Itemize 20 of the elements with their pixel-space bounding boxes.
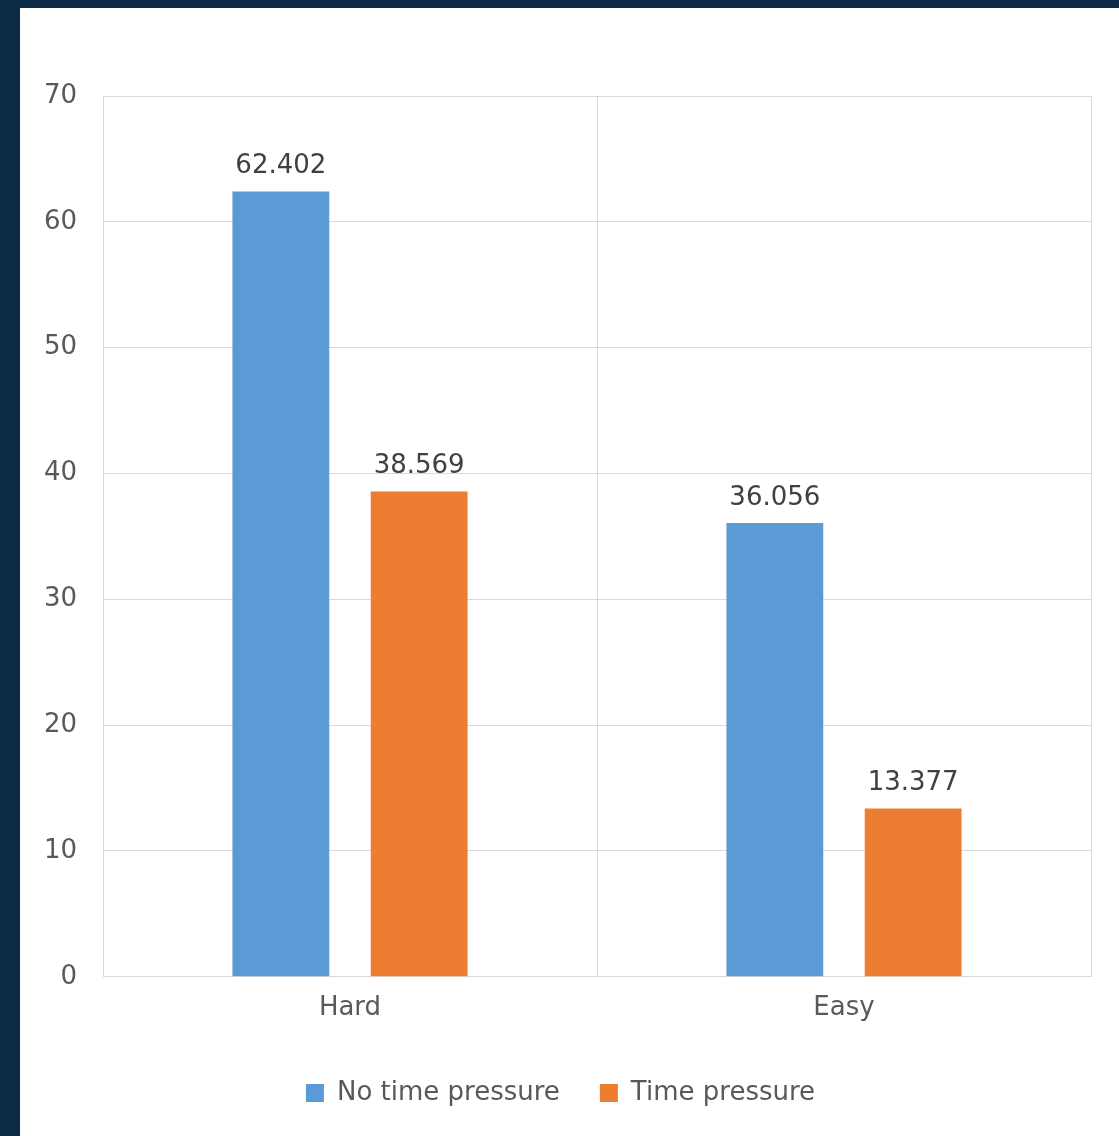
y-tick-label: 30 <box>43 582 77 613</box>
y-tick-label: 70 <box>43 78 77 109</box>
bar <box>370 491 468 977</box>
legend-label: Time pressure <box>629 1075 816 1106</box>
y-tick-label: 60 <box>43 204 77 235</box>
y-tick-label: 0 <box>60 959 77 990</box>
data-label: 36.056 <box>729 480 821 511</box>
y-tick-label: 20 <box>43 707 77 738</box>
y-tick-label: 40 <box>43 456 77 487</box>
x-tick-label: Hard <box>318 991 382 1022</box>
y-tick-label: 50 <box>43 330 77 361</box>
data-label: 62.402 <box>235 149 327 180</box>
x-tick-label: Easy <box>813 991 875 1022</box>
bar <box>232 191 330 977</box>
bar <box>864 808 962 977</box>
y-tick-label: 10 <box>43 833 77 864</box>
legend-label: No time pressure <box>336 1075 560 1106</box>
data-label: 38.569 <box>373 449 465 480</box>
bar <box>726 523 824 977</box>
data-label: 13.377 <box>867 766 959 797</box>
